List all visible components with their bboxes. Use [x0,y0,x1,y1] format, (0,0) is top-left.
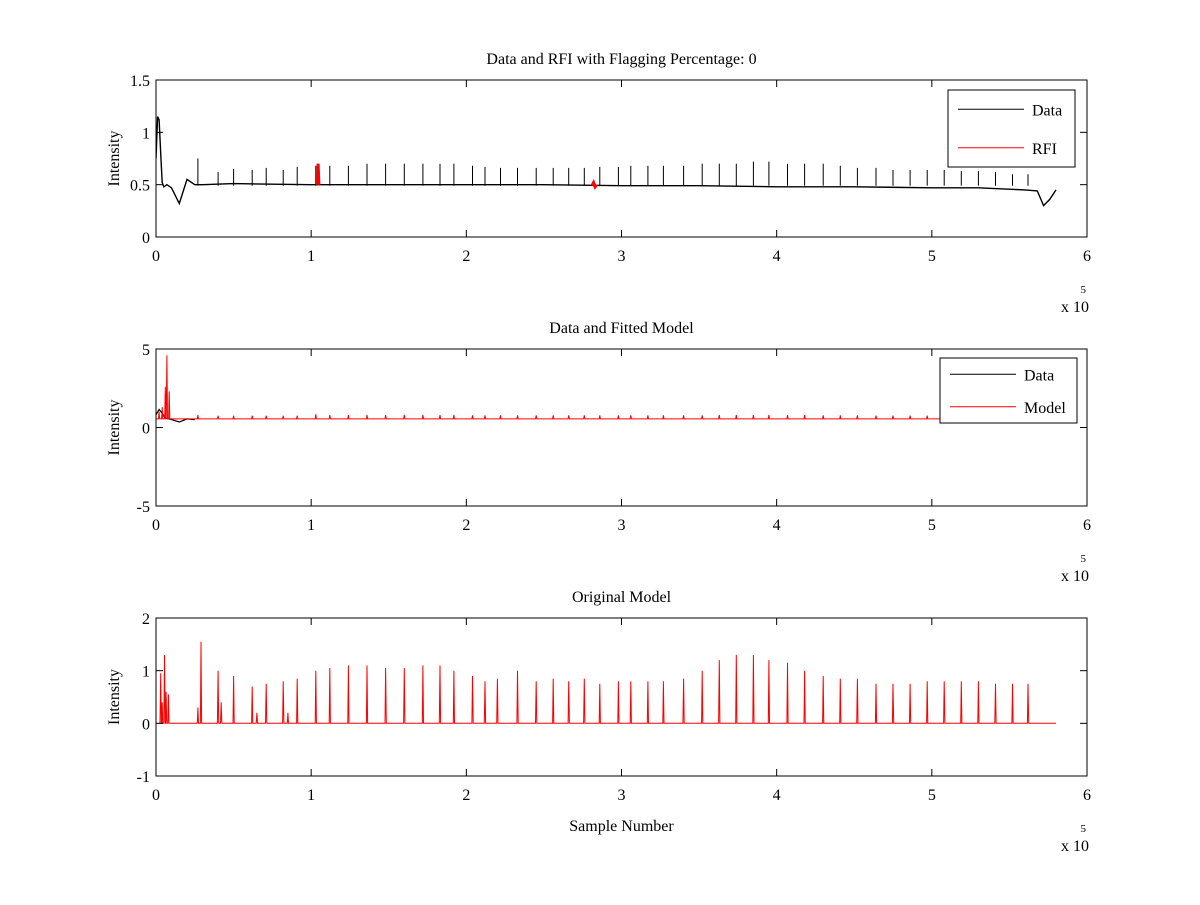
x-tick-label: 4 [773,787,781,804]
legend-box [947,89,1076,168]
x-tick-label: 6 [1083,787,1091,804]
x-tick-label: 5 [928,787,936,804]
chart-title: Original Model [572,589,672,606]
series-rfi-line-segment [590,178,598,190]
y-tick-label: 1 [142,664,150,681]
x-tick-label: 4 [773,517,781,534]
x-tick-label: 2 [462,787,470,804]
x-tick-label: 5 [928,517,936,534]
x-tick-label: 1 [307,248,315,265]
y-axis-label: Intensity [106,131,123,187]
chart-title: Data and RFI with Flagging Percentage: 0 [486,51,756,68]
x-tick-label: 3 [618,517,626,534]
series-model-line [156,355,1056,420]
x-tick-label: 5 [928,248,936,265]
x-tick-label: 4 [773,248,781,265]
x-multiplier-exponent: 5 [1081,284,1087,296]
y-tick-label: 2 [142,611,150,628]
plot-area [156,80,1087,237]
y-axis-label: Intensity [106,400,123,456]
series-model-line [159,641,1056,724]
x-tick-label: 6 [1083,517,1091,534]
y-tick-label: 0.5 [130,178,150,195]
plot-lines [159,641,1056,724]
x-multiplier-base: x 10 [1061,838,1089,855]
x-tick-label: 3 [618,787,626,804]
x-multiplier-exponent: 5 [1081,553,1087,565]
legend-label-rfi: RFI [1032,141,1057,158]
x-tick-label: 1 [307,787,315,804]
x-multiplier-base: x 10 [1061,568,1089,585]
y-axis-label: Intensity [106,669,123,725]
plot-area [156,618,1087,776]
plot-area [156,349,1087,506]
x-multiplier-exponent: 5 [1081,823,1087,835]
y-tick-label: 0 [142,421,150,438]
x-axis-label: Sample Number [569,818,674,835]
y-tick-label: 0 [142,716,150,733]
chart-title: Data and Fitted Model [549,320,694,337]
legend: Data RFI [947,89,1076,168]
legend-label-data: Data [1024,367,1054,384]
y-tick-label: 1.5 [130,73,150,90]
plot-lines [156,355,1056,423]
series-rfi-line-segment [315,163,321,185]
x-tick-label: 2 [462,248,470,265]
legend: Data Model [939,357,1078,424]
x-tick-label: 6 [1083,248,1091,265]
x-tick-label: 1 [307,517,315,534]
x-tick-label: 2 [462,517,470,534]
y-tick-label: -5 [137,499,150,516]
y-tick-label: 1 [142,125,150,142]
legend-box [939,357,1078,424]
y-tick-label: 5 [142,342,150,359]
subplot-rfi: 0 1 2 3 4 5 6 0 0.5 1 1.5 Data and RFI with Flaggin… [106,51,1091,316]
x-tick-label: 0 [152,517,160,534]
x-tick-label: 3 [618,248,626,265]
legend-label-model: Model [1024,400,1066,417]
x-multiplier-base: x 10 [1061,299,1089,316]
x-tick-label: 0 [152,787,160,804]
legend-label-data: Data [1032,102,1062,119]
y-tick-label: -1 [137,769,150,786]
y-tick-label: 0 [142,230,150,247]
x-tick-label: 0 [152,248,160,265]
